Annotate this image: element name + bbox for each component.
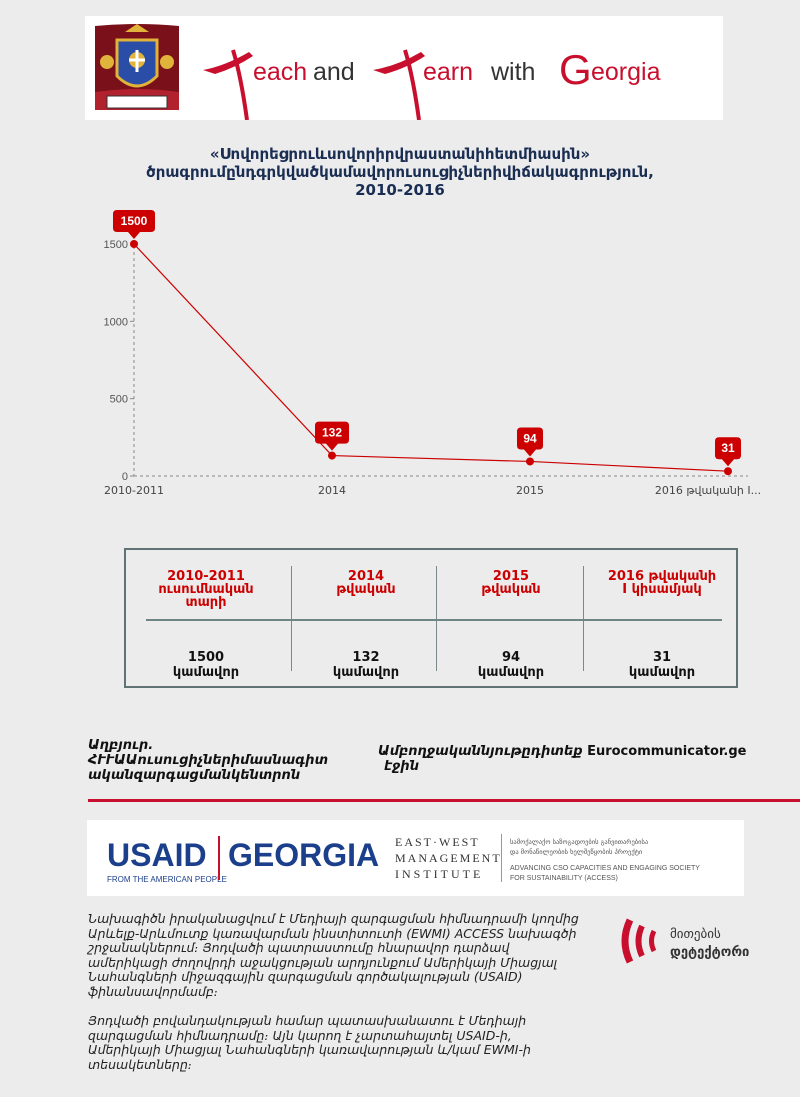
funding-disclaimer: Նախագիծն իրականացվում է Մեդիայի զարգացմա…: [88, 911, 579, 999]
chart-title-line-1: «Սովորեցրուևսովորիրվրաստանիհետմիասին»: [209, 145, 591, 163]
data-label-callout: [517, 427, 543, 457]
table-value-cell: 1500 կամավոր: [172, 650, 240, 680]
usaid-georgia-text: GEORGIA: [228, 837, 379, 873]
data-label: 132: [322, 426, 342, 440]
series-line: [133, 243, 729, 472]
myth-detector-line-2: დეტექტორი: [670, 945, 749, 960]
myth-detector-line-1: მითების: [670, 927, 721, 942]
data-label-callout: [113, 210, 155, 239]
access-geo-line-2: და მონაწილეობის ხელშეწყობის პროექტი: [510, 847, 643, 856]
banner-word-and: and: [313, 58, 355, 86]
full-article-note: Ամբողջականնյութըդիտեք Eurocommunicator.g…: [378, 744, 778, 774]
table-header-cell: 2010-2011 ուսումնական տարի: [158, 569, 254, 610]
data-point: [526, 457, 534, 466]
teach-learn-georgia-banner: each and earn with G eorgia: [85, 16, 723, 120]
chart-title-line-2: ծրագրումընդգրկվածկամավորուսուցիչներիվիճա…: [146, 163, 654, 181]
data-label-callout: [315, 421, 349, 451]
usaid-logo-text: USAID: [107, 837, 207, 873]
access-en-line-1: ADVANCING CSO CAPACITIES AND ENGAGING SO…: [510, 865, 700, 872]
partner-logos: USAID FROM THE AMERICAN PEOPLE GEORGIA E…: [87, 820, 744, 896]
access-en-line-2: FOR SUSTAINABILITY (ACCESS): [510, 875, 618, 882]
y-tick-label: 500: [110, 394, 128, 406]
chart-title-line-3: 2010-2016: [355, 181, 445, 199]
y-tick-label: 1500: [104, 239, 128, 251]
full-article-suffix: էջին: [384, 759, 419, 774]
banner-word-earn: earn: [423, 58, 473, 86]
data-label: 31: [721, 441, 735, 455]
data-label: 1500: [121, 214, 148, 228]
table-header-cell: 2015 թվական: [481, 569, 541, 597]
source-note: Աղբյուր. ՀՒՒԱԱուսուցիչներիմասնագիտ ականզ…: [88, 738, 329, 783]
y-tick-label: 0: [122, 471, 128, 483]
y-tick-label: 1000: [104, 316, 128, 328]
x-tick-label: 2010-2011: [104, 484, 164, 497]
x-tick-label: 2016 թվականի I...: [655, 484, 761, 497]
banner-word-each: each: [253, 58, 307, 86]
georgia-coat-of-arms-icon: [95, 24, 179, 110]
ewmi-line-1: EAST·WEST: [395, 835, 480, 849]
banner-word-eorgia: eorgia: [591, 58, 661, 86]
myth-detector-logo: მითების დეტექტორი: [621, 918, 749, 964]
table-value-cell: 132 կամավոր: [332, 650, 400, 680]
data-point: [130, 240, 138, 248]
responsibility-disclaimer: Յոդվածի բովանդակության համար պատասխանատո…: [88, 1013, 531, 1072]
data-point: [724, 467, 732, 476]
ewmi-line-3: INSTITUTE: [395, 867, 483, 881]
banner-letter-g: G: [559, 46, 592, 93]
table-header-cell: 2016 թվականի I կիսամյակ: [607, 569, 717, 597]
usaid-tagline: FROM THE AMERICAN PEOPLE: [107, 875, 227, 884]
data-point: [328, 451, 336, 460]
x-tick-label: 2015: [516, 484, 544, 497]
table-value-cell: 94 կամավոր: [477, 650, 545, 680]
stats-table: 2010-2011 ուսումնական տարի 2014 թվական 2…: [124, 548, 738, 688]
banner-word-with: with: [490, 58, 535, 86]
x-tick-label: 2014: [318, 484, 346, 497]
data-label: 94: [523, 431, 537, 445]
divider-line: [88, 799, 800, 802]
volunteer-line-chart: 0 500 1000 1500 2010-2011 2014 2015 2016 թվական…: [104, 210, 761, 497]
table-header-cell: 2014 թվական: [336, 569, 396, 597]
data-label-callout: [715, 437, 741, 467]
access-geo-line-1: სამოქალაქო საზოგადოების განვითარებისა: [510, 837, 648, 846]
table-value-cell: 31 կամավոր: [628, 650, 696, 680]
full-article-prefix: Ամբողջականնյութըդիտեք: [378, 744, 588, 759]
ewmi-line-2: MANAGEMENT: [395, 851, 502, 865]
eurocommunicator-link[interactable]: Eurocommunicator.ge: [587, 744, 747, 759]
